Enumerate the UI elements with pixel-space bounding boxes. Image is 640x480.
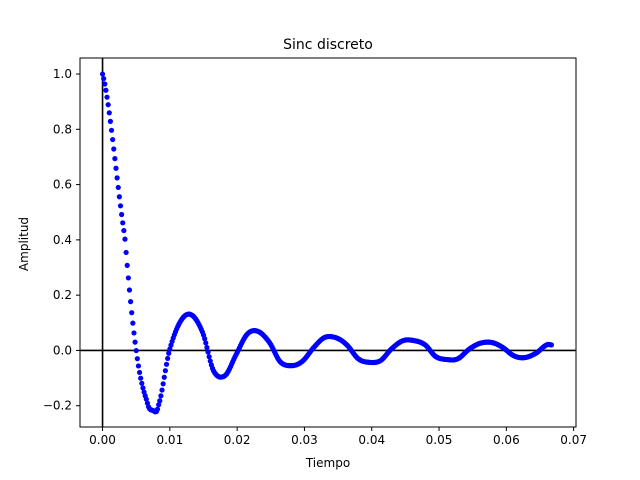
- data-point: [139, 380, 145, 386]
- axes-frame: [79, 57, 577, 428]
- data-point: [110, 136, 116, 143]
- data-points: [99, 71, 555, 415]
- data-point: [122, 236, 128, 242]
- data-point: [140, 385, 146, 391]
- data-point: [203, 340, 209, 346]
- data-point: [114, 175, 120, 181]
- x-tick-label: 0.01: [156, 433, 183, 447]
- data-point: [111, 146, 117, 152]
- plot-area: [80, 58, 576, 427]
- data-point: [131, 330, 137, 336]
- data-point: [135, 363, 142, 369]
- y-tick-label: 1.0: [53, 67, 72, 81]
- data-point: [115, 184, 121, 191]
- y-tick-label: 0.8: [53, 122, 72, 136]
- reference-lines: [80, 58, 576, 427]
- data-point: [116, 194, 122, 200]
- data-point: [103, 87, 109, 93]
- data-point: [106, 110, 112, 116]
- y-tick-label: 0.2: [53, 288, 72, 302]
- data-point: [101, 75, 107, 82]
- data-point: [132, 339, 138, 345]
- data-point: [108, 127, 115, 133]
- y-tick-label: 0.0: [53, 343, 72, 357]
- data-point: [204, 344, 210, 351]
- data-point: [158, 393, 164, 399]
- data-point: [162, 368, 168, 374]
- data-point: [133, 347, 139, 354]
- data-point: [130, 320, 136, 326]
- data-point: [206, 354, 212, 360]
- x-tick-label: 0.02: [224, 433, 251, 447]
- y-axis-ticks: −0.2 0.0 0.2 0.4 0.6 0.8 1.0: [43, 67, 80, 413]
- data-point: [124, 262, 130, 268]
- data-point: [161, 374, 167, 380]
- data-point: [202, 336, 208, 342]
- data-point: [125, 275, 131, 281]
- data-point: [121, 227, 127, 234]
- data-point: [156, 402, 162, 408]
- x-tick-label: 0.07: [560, 433, 587, 447]
- data-point: [138, 375, 144, 381]
- x-tick-label: 0.00: [89, 433, 116, 447]
- data-point: [154, 406, 161, 412]
- data-point: [207, 358, 213, 364]
- data-point: [123, 249, 129, 256]
- data-point: [159, 387, 165, 393]
- data-point: [119, 211, 125, 218]
- plot-frame: [79, 57, 577, 428]
- x-tick-label: 0.04: [358, 433, 385, 447]
- x-tick-label: 0.03: [291, 433, 318, 447]
- data-point: [166, 350, 172, 356]
- data-point: [160, 381, 166, 387]
- x-tick-label: 0.06: [493, 433, 520, 447]
- data-point: [129, 310, 135, 316]
- x-axis-ticks: 0.00 0.01 0.02 0.03 0.04 0.05 0.06 0.07: [89, 427, 587, 447]
- y-tick-label: −0.2: [43, 399, 72, 413]
- data-point: [113, 165, 119, 171]
- data-point: [157, 398, 163, 404]
- chart-title: Sinc discreto: [283, 37, 373, 53]
- data-point: [112, 156, 118, 162]
- data-point: [163, 361, 170, 367]
- data-point: [165, 355, 171, 362]
- data-point: [99, 71, 106, 77]
- data-point: [120, 220, 126, 226]
- data-point: [136, 369, 143, 376]
- data-point: [205, 349, 211, 355]
- data-point: [128, 299, 134, 305]
- data-point: [134, 356, 140, 362]
- data-point: [143, 396, 149, 402]
- data-point: [104, 94, 110, 100]
- y-tick-label: 0.6: [53, 178, 72, 192]
- plot-background: [80, 58, 576, 427]
- y-tick-label: 0.4: [53, 233, 72, 247]
- data-point: [548, 342, 555, 348]
- data-point: [126, 287, 133, 293]
- data-point: [105, 102, 111, 108]
- data-point: [107, 118, 114, 124]
- x-tick-label: 0.05: [426, 433, 453, 447]
- y-axis-label: Amplitud: [17, 217, 31, 271]
- data-point: [102, 81, 108, 87]
- data-point: [117, 203, 124, 209]
- x-axis-label: Tiempo: [305, 456, 350, 470]
